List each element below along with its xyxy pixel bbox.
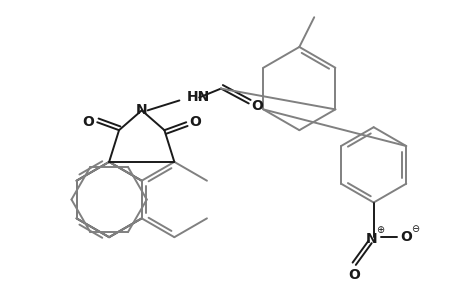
Text: N: N <box>365 232 377 246</box>
Text: HN: HN <box>186 91 209 104</box>
Text: O: O <box>82 115 94 129</box>
Text: N: N <box>135 103 147 117</box>
Text: O: O <box>399 230 411 244</box>
Text: ⊕: ⊕ <box>376 225 384 235</box>
Text: O: O <box>251 99 263 113</box>
Text: ⊖: ⊖ <box>410 224 419 234</box>
Text: O: O <box>347 268 359 282</box>
Text: O: O <box>189 115 201 129</box>
